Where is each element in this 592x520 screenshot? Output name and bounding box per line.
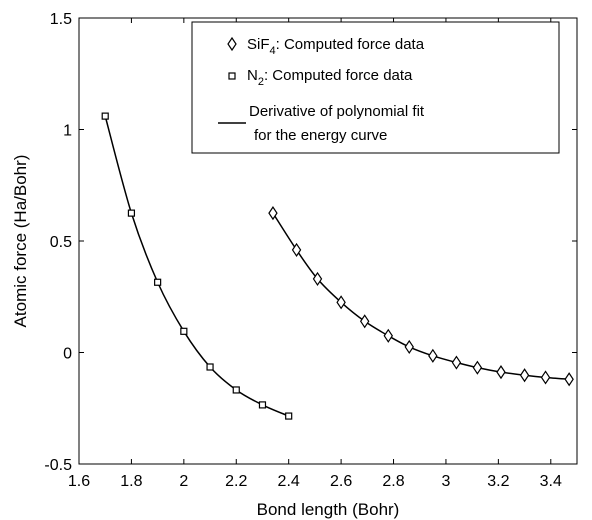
diamond-marker [291,242,302,258]
square-marker [127,209,136,217]
x-tick-label: 3.2 [487,473,509,490]
legend-entry-n2: N2: Computed force data [247,67,413,88]
y-tick-label: 0.5 [50,234,72,251]
legend-sif4-rest: : Computed force data [276,36,425,53]
square-marker [101,112,109,120]
diamond-marker [540,370,551,385]
legend-entry-sif4: SiF4: Computed force data [247,36,425,57]
diamond-marker [519,368,530,383]
x-tick-label: 2.8 [382,473,404,490]
x-tick-label: 2.2 [225,473,247,490]
y-tick-label: -0.5 [44,457,72,474]
diamond-marker [268,206,278,221]
legend-sif4-main: SiF [247,36,270,53]
data-markers [101,112,574,420]
x-axis-label: Bond length (Bohr) [257,500,400,519]
y-tick-label: 1.5 [50,11,72,28]
legend-n2-sub: 2 [258,76,264,88]
diamond-marker [383,328,394,343]
x-tick-label: 2 [179,473,188,490]
legend-sif4-sub: 4 [270,45,276,57]
x-tick-label: 2.6 [330,473,352,490]
legend-n2-main: N [247,67,258,84]
diamond-marker [336,295,346,310]
axis-ticks: 1.6 1.8 2 2.2 2.4 2.6 2.8 3 3.2 3.4 -0.5 0 0.5 1 1.5 [44,11,577,490]
square-marker [154,278,162,286]
x-tick-label: 2.4 [278,473,300,490]
y-axis-label: Atomic force (Ha/Bohr) [11,155,30,328]
legend: SiF4: Computed force data N2: Computed f… [191,21,560,154]
legend-box [191,21,560,154]
diamond-marker [496,365,506,380]
legend-entry-fit-line2: for the energy curve [254,127,387,144]
x-tick-label: 1.8 [120,473,142,490]
legend-diamond-marker [227,36,237,52]
legend-n2-rest: : Computed force data [264,67,413,84]
x-tick-label: 3 [441,473,450,490]
y-tick-label: 0 [63,346,72,363]
square-marker [285,412,293,420]
square-marker [180,327,188,335]
diamond-marker [428,348,438,363]
square-marker [258,401,267,409]
legend-entry-fit-line1: Derivative of polynomial fit [249,103,425,120]
diamond-marker [359,314,370,329]
y-tick-label: 1 [63,123,72,140]
x-tick-label: 3.4 [540,473,562,490]
x-tick-label: 1.6 [68,473,90,490]
diamond-marker [451,355,462,370]
square-marker [206,363,214,371]
diamond-marker [472,360,483,375]
diamond-marker [404,339,414,355]
diamond-marker [564,372,574,387]
legend-square-marker [228,72,236,80]
diamond-marker [312,271,323,286]
square-marker [232,386,240,394]
